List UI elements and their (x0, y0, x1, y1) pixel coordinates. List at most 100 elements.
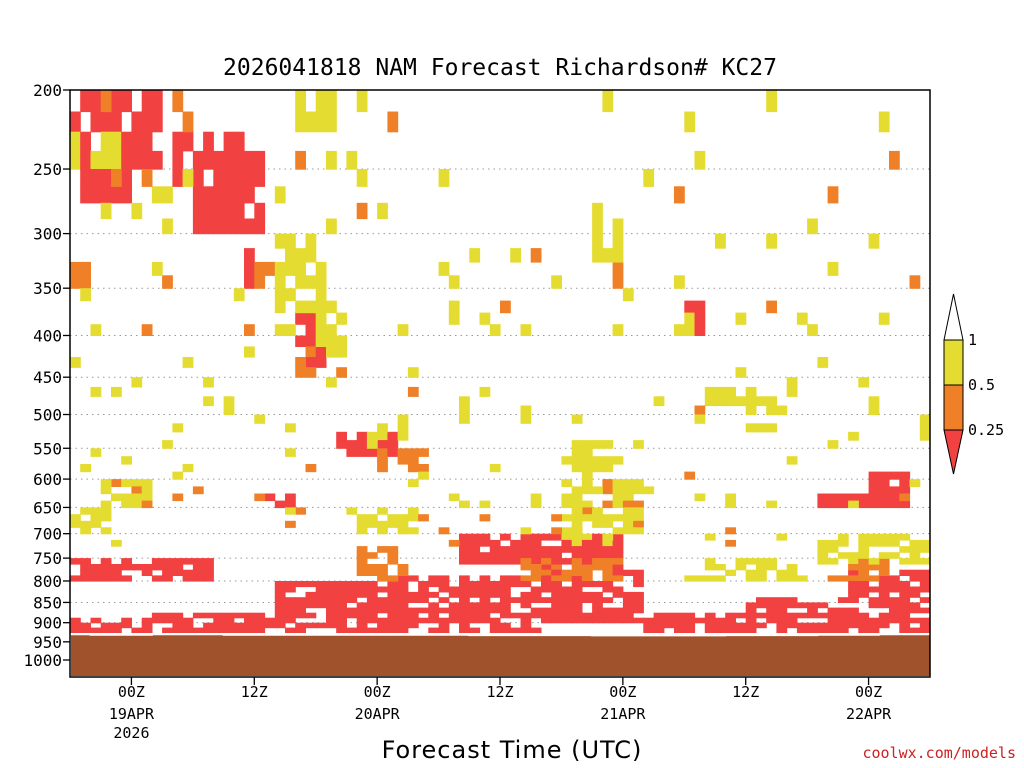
data-cell (407, 597, 419, 603)
data-cell (80, 520, 91, 528)
data-cell (326, 602, 337, 609)
data-cell (90, 169, 102, 187)
data-cell (448, 591, 460, 598)
data-cell (909, 569, 921, 576)
data-cell (366, 569, 378, 576)
data-cell (581, 533, 593, 541)
data-cell (500, 612, 511, 619)
data-cell (756, 622, 767, 629)
data-cell (602, 464, 614, 473)
data-cell (612, 546, 624, 553)
data-cell (551, 602, 562, 609)
x-tick-date: 22APR (846, 705, 892, 723)
data-cell (121, 622, 132, 629)
data-cell (377, 597, 388, 603)
data-cell (438, 261, 450, 276)
data-cell (704, 622, 716, 629)
data-cell (725, 627, 736, 633)
data-cell (141, 111, 153, 133)
data-cell (326, 111, 337, 133)
data-cell (366, 612, 378, 619)
data-cell (203, 150, 214, 170)
data-cell (141, 569, 153, 576)
data-cell (111, 627, 122, 633)
data-cell (366, 448, 378, 457)
data-cell (561, 602, 573, 609)
data-cell (715, 233, 726, 249)
data-cell (244, 169, 255, 187)
data-cell (223, 612, 235, 619)
data-cell (633, 569, 644, 576)
data-cell (827, 493, 839, 502)
data-cell (674, 622, 685, 629)
data-cell (295, 90, 306, 113)
data-cell (172, 627, 184, 633)
data-cell (766, 300, 777, 314)
y-tick-label: 950 (33, 633, 62, 652)
data-cell (899, 569, 911, 576)
data-cell (930, 423, 941, 432)
data-cell (418, 581, 429, 588)
data-cell (551, 617, 562, 624)
data-cell (694, 312, 706, 325)
data-cell (684, 627, 696, 633)
data-cell (612, 569, 624, 576)
data-cell (162, 564, 173, 571)
data-cell (837, 575, 849, 582)
data-cell (305, 367, 317, 378)
data-cell (377, 617, 388, 624)
data-cell (377, 602, 388, 609)
data-cell (459, 591, 470, 598)
data-cell (520, 597, 532, 603)
data-cell (622, 500, 634, 509)
data-cell (848, 500, 859, 509)
data-cell (561, 479, 573, 487)
data-cell (141, 486, 153, 495)
data-cell (541, 546, 552, 553)
data-cell (848, 552, 859, 559)
data-cell (602, 607, 614, 614)
data-cell (182, 575, 194, 582)
data-cell (592, 539, 603, 547)
data-cell (192, 218, 204, 235)
data-cell (100, 507, 112, 515)
data-cell (459, 533, 470, 541)
data-cell (131, 202, 143, 220)
data-cell (551, 586, 562, 593)
data-cell (162, 440, 173, 449)
data-cell (377, 423, 388, 433)
data-cell (223, 627, 235, 633)
data-cell (612, 586, 624, 593)
data-cell (192, 202, 204, 220)
data-cell (909, 539, 921, 547)
data-cell (889, 533, 900, 541)
data-cell (244, 261, 255, 276)
data-cell (858, 533, 870, 541)
data-cell (469, 539, 481, 547)
data-cell (878, 602, 890, 609)
data-cell (223, 169, 235, 187)
data-cell (500, 533, 511, 541)
data-cell (131, 493, 143, 502)
data-cell (366, 431, 378, 441)
data-cell (561, 617, 573, 624)
data-cell (715, 396, 726, 407)
data-cell (407, 479, 419, 487)
data-cell (930, 248, 941, 263)
data-cell (551, 569, 562, 576)
data-cell (868, 564, 880, 571)
data-cell (622, 507, 634, 515)
y-tick-label: 450 (33, 368, 62, 387)
data-cell (418, 597, 429, 603)
data-cell (377, 627, 388, 633)
data-cell (837, 607, 849, 614)
data-cell (807, 607, 818, 614)
data-cell (336, 612, 347, 619)
data-cell (878, 597, 890, 603)
data-cell (244, 617, 255, 624)
data-cell (285, 602, 296, 609)
data-cell (889, 612, 900, 619)
data-cell (827, 261, 839, 276)
data-cell (438, 575, 450, 582)
data-cell (448, 312, 460, 325)
